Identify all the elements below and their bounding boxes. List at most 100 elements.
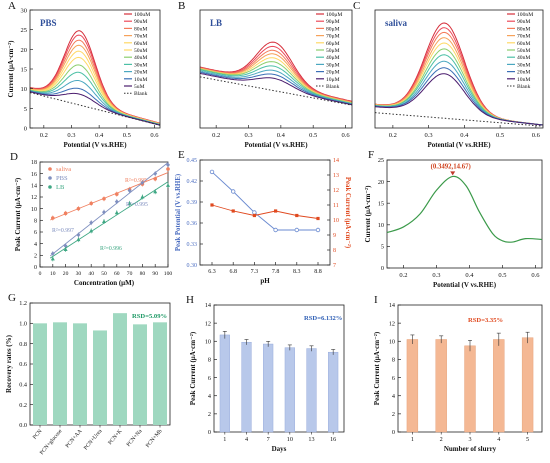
- x-tick-label: PCN+Mb: [145, 428, 164, 449]
- panel-letter: B: [178, 0, 185, 12]
- x-tick-label: 0.6: [341, 132, 350, 139]
- panel-C-frame: [374, 9, 544, 129]
- panel-E-frame: [199, 159, 331, 266]
- bar: [306, 348, 317, 433]
- bar: [153, 322, 167, 425]
- panel-letter: D: [10, 151, 18, 163]
- y-axis-label: Recovery rates (%): [5, 334, 13, 393]
- data-point: [115, 192, 119, 196]
- legend-label: 50uM: [134, 48, 147, 54]
- y2-tick-label: 9: [333, 233, 336, 239]
- x-tick-label: 0.6: [150, 132, 159, 139]
- legend-label: 80uM: [134, 26, 147, 32]
- x-tick-label: 90: [152, 271, 158, 277]
- data-point: [315, 227, 321, 233]
- data-point: [114, 199, 119, 204]
- y-tick-label: 0: [24, 126, 27, 133]
- y-tick-label: 20: [21, 47, 28, 54]
- data-point: [63, 247, 68, 251]
- legend-label: 60μM: [326, 41, 340, 47]
- data-point: [140, 194, 145, 199]
- legend-label: 50nM: [517, 48, 530, 54]
- legend-label: 100nM: [517, 12, 533, 18]
- y-tick-label: 2: [392, 411, 395, 418]
- y-tick-label: 20: [378, 179, 384, 186]
- legend-label: 10uM: [134, 77, 147, 83]
- data-point: [166, 162, 170, 168]
- bar: [263, 343, 274, 433]
- data-point: [63, 243, 68, 249]
- bar: [406, 339, 419, 433]
- x-tick-label: 6.8: [229, 269, 237, 275]
- data-point: [231, 209, 235, 213]
- bar: [219, 334, 230, 433]
- fit-line: [49, 181, 169, 259]
- y-tick-label: 0.42: [187, 179, 198, 185]
- y-axis-label: Current (μA·cm⁻²): [7, 40, 15, 98]
- x-tick-label: 30: [76, 271, 82, 277]
- x-tick-label: 8.3: [293, 269, 301, 275]
- data-point: [76, 237, 81, 242]
- legend-label: Blank: [517, 84, 531, 90]
- data-point: [114, 210, 119, 215]
- panel-letter: A: [8, 0, 16, 12]
- data-point: [166, 183, 170, 187]
- legend-label: 70nM: [517, 34, 530, 40]
- y-tick-label: 0.45: [187, 158, 198, 164]
- y-tick-label: 18: [31, 160, 37, 166]
- chart-title: LB: [210, 18, 222, 28]
- x-axis-label: Potential (V vs.RHE): [244, 141, 308, 149]
- x-tick-label: PCN+Urea: [83, 428, 104, 451]
- y-tick-label: 0.4: [19, 382, 27, 389]
- legend-label: 30nM: [517, 62, 530, 68]
- y-tick-label: 0: [34, 265, 37, 271]
- x-tick-label: 0.6: [531, 272, 540, 279]
- x-tick-label: 4: [497, 436, 500, 443]
- series-line: [199, 65, 353, 105]
- panel-letter: E: [178, 149, 185, 161]
- y2-tick-label: 7: [333, 263, 336, 269]
- data-point: [76, 232, 81, 238]
- series-line: [211, 204, 319, 219]
- x-tick-label: 0.3: [244, 132, 252, 139]
- y-tick-label: 1.0: [19, 321, 27, 328]
- data-point: [50, 251, 55, 256]
- peak-annotation: (0.3492,14.67): [431, 163, 471, 170]
- y-tick-label: 6: [208, 375, 211, 382]
- x-tick-label: PCN+AA: [65, 428, 84, 449]
- x-tick-label: 3: [468, 436, 471, 443]
- chart-title: saliva: [385, 18, 408, 28]
- x-tick-label: 7.8: [272, 269, 280, 275]
- y-tick-label: 8: [208, 357, 211, 364]
- data-point: [294, 227, 299, 233]
- data-point: [153, 171, 158, 176]
- y-tick-label: 4: [208, 393, 211, 400]
- panel-E: E 6.3 6.8 7.3 7.8 8.3 8.8 0.30 0.33 0.36 0.39 0.42 0…: [175, 149, 351, 285]
- legend-label: 20uM: [134, 70, 147, 76]
- data-point: [89, 201, 93, 206]
- bar: [284, 347, 295, 433]
- x-tick-label: 2: [440, 436, 443, 443]
- y-tick-label: 25: [378, 157, 384, 164]
- y-tick-label: 0.8: [19, 341, 27, 348]
- y-tick-label: 15: [21, 67, 28, 74]
- legend-label: Blank: [134, 91, 148, 97]
- y-axis-label: Peak Current (μA·cm⁻²): [14, 177, 22, 251]
- bar: [33, 323, 47, 425]
- y-axis-label: Peak Current (μA·cm⁻²): [189, 331, 197, 405]
- x-tick-label: 100: [164, 271, 173, 277]
- panel-letter: H: [186, 294, 194, 306]
- panel-F-frame: [386, 159, 543, 269]
- data-point: [89, 228, 94, 233]
- x-axis-label: Potential (V vs.RHE): [433, 281, 497, 289]
- fit-line: [50, 172, 169, 221]
- x-tick-label: 50: [101, 271, 107, 277]
- data-point: [89, 220, 94, 225]
- panel-B-frame: [199, 9, 353, 129]
- legend-label: 40nM: [517, 55, 530, 61]
- x-tick-label: 0.4: [465, 272, 474, 279]
- legend-label: Blank: [326, 84, 340, 90]
- data-point: [295, 213, 299, 218]
- y2-tick-label: 10: [333, 218, 339, 224]
- x-tick-label: 0.3: [432, 272, 440, 279]
